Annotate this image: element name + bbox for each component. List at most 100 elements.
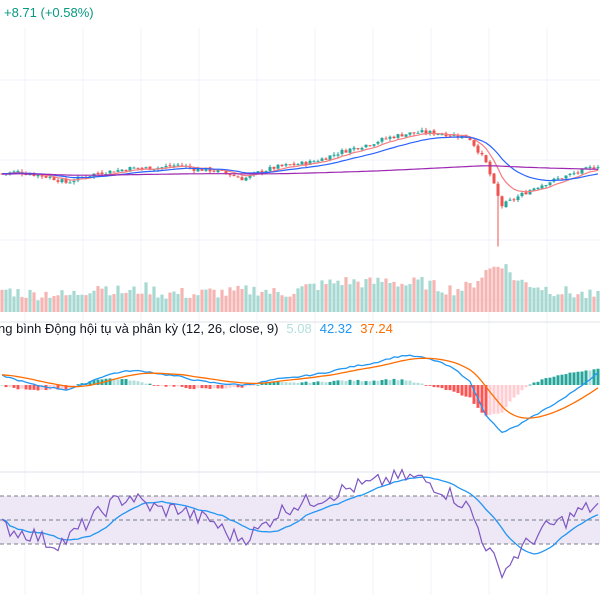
candle-down [224, 171, 228, 174]
volume-bar [4, 289, 8, 312]
macd-histogram-bar [16, 385, 20, 390]
macd-histogram-bar [204, 385, 208, 389]
volume-bar [108, 295, 112, 312]
macd-histogram-bar [152, 385, 156, 386]
candle-up [564, 175, 568, 179]
volume-bar [312, 283, 316, 312]
macd-histogram-bar [148, 383, 152, 385]
candle-up [556, 178, 560, 180]
candle-down [272, 166, 276, 169]
volume-bar [456, 289, 460, 312]
macd-histogram-bar [448, 385, 452, 391]
macd-histogram-bar [216, 385, 220, 389]
volume-bar [104, 286, 108, 312]
candle-up [508, 199, 512, 201]
candle-up [352, 147, 356, 150]
macd-histogram-bar [172, 385, 176, 387]
volume-bar [548, 294, 552, 312]
macd-histogram-bar [512, 385, 516, 398]
volume-bar [596, 291, 600, 312]
macd-histogram-bar [200, 385, 204, 389]
candle-up [88, 176, 92, 178]
candle-down [292, 163, 296, 165]
volume-bar [44, 291, 48, 312]
volume-bar [496, 266, 500, 312]
volume-bar [396, 286, 400, 312]
macd-histogram-bar [236, 385, 240, 388]
volume-bar [144, 282, 148, 312]
candle-up [216, 169, 220, 173]
volume-bar [420, 276, 424, 312]
candle-down [240, 177, 244, 181]
candle-up [320, 158, 324, 161]
macd-indicator-label: ng bình Động hội tụ và phân kỳ (12, 26, … [0, 321, 278, 336]
volume-bar [556, 294, 560, 312]
macd-histogram-bar [436, 385, 440, 388]
volume-bar [28, 289, 32, 312]
candle-down [592, 167, 596, 169]
macd-histogram-bar [304, 381, 308, 385]
macd-histogram-bar [464, 385, 468, 397]
candle-down [140, 167, 144, 169]
candle-down [412, 132, 416, 134]
macd-histogram-bar [336, 380, 340, 385]
volume-bar [384, 278, 388, 312]
candle-down [468, 137, 472, 141]
candle-down [96, 172, 100, 174]
volume-bar [20, 296, 24, 312]
candle-down [192, 167, 196, 171]
macd-histogram-bar [288, 382, 292, 385]
volume-bar [416, 279, 420, 312]
candle-up [60, 179, 64, 183]
candle-down [432, 130, 436, 135]
macd-histogram-bar [556, 375, 560, 385]
macd-histogram-bar [580, 371, 584, 385]
candle-up [380, 138, 384, 142]
volume-bar [48, 297, 52, 312]
macd-histogram-bar [496, 385, 500, 414]
volume-bar [32, 292, 36, 312]
volume-bar [512, 280, 516, 312]
macd-signal-line [1, 357, 599, 419]
macd-histogram-bar [452, 385, 456, 392]
candle-up [548, 182, 552, 186]
macd-histogram-bar [492, 385, 496, 414]
volume-pane [0, 264, 600, 312]
macd-histogram-bar [268, 382, 272, 385]
candle-down [356, 148, 360, 150]
candle-up [28, 174, 32, 176]
volume-bar [36, 300, 40, 312]
candle-up [528, 190, 532, 195]
macd-histogram-bar [564, 374, 568, 385]
candle-down [392, 136, 396, 139]
volume-bar [8, 288, 12, 312]
macd-histogram-bar [520, 385, 524, 391]
candle-down [456, 135, 460, 138]
candle-up [572, 173, 576, 175]
macd-histogram-bar [132, 380, 136, 385]
volume-bar [540, 290, 544, 312]
macd-histogram-bar [88, 381, 92, 385]
volume-bar [292, 293, 296, 312]
candle-down [496, 183, 500, 196]
macd-histogram-bar [356, 379, 360, 385]
volume-bar [380, 281, 384, 312]
volume-bar [24, 297, 28, 312]
candle-down [560, 178, 564, 180]
volume-bar [264, 289, 268, 312]
macd-histogram-bar [380, 379, 384, 385]
volume-bar [576, 294, 580, 312]
macd-histogram-bar [312, 382, 316, 385]
volume-bar [152, 286, 156, 312]
macd-histogram-bar [92, 380, 96, 385]
candle-down [500, 196, 504, 207]
volume-bar [64, 295, 68, 312]
candle-up [256, 171, 260, 173]
volume-bar [476, 281, 480, 312]
volume-bar [552, 296, 556, 312]
volume-bar [536, 287, 540, 312]
macd-histogram-bar [308, 382, 312, 385]
macd-histogram-bar [252, 385, 256, 386]
candle-up [296, 164, 300, 166]
